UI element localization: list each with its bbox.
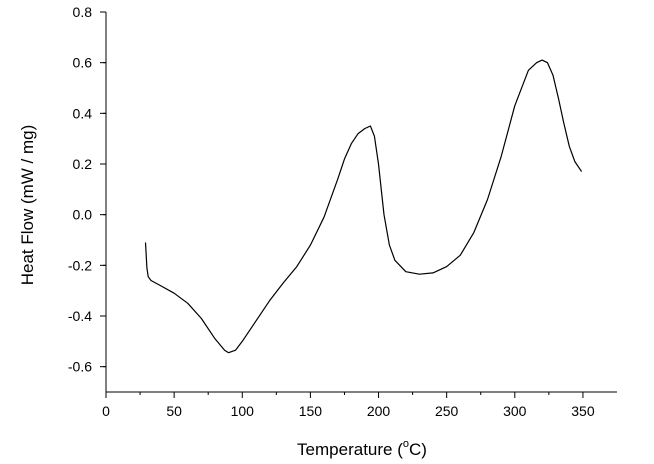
x-axis-title-suffix: C)	[409, 440, 427, 459]
y-tick-label: -0.6	[68, 359, 92, 375]
x-tick-label: 50	[166, 403, 182, 419]
x-axis-title-superscript: o	[403, 438, 409, 450]
y-axis-title: Heat Flow (mW / mg)	[18, 125, 37, 286]
x-tick-label: 200	[367, 403, 391, 419]
y-tick-label: 0.4	[73, 105, 93, 121]
x-tick-label: 350	[571, 403, 595, 419]
y-tick-label: -0.2	[68, 257, 92, 273]
x-tick-label: 100	[231, 403, 255, 419]
x-tick-label: 250	[435, 403, 459, 419]
x-axis-title: Temperature (oC)	[297, 438, 427, 459]
x-axis-title-main: Temperature (	[297, 440, 403, 459]
y-tick-label: 0.2	[73, 156, 93, 172]
y-tick-label: -0.4	[68, 308, 92, 324]
axes	[105, 12, 617, 393]
series-group	[144, 59, 583, 354]
x-axis-ticks: 0 50 100 150 200 250 300 350	[102, 392, 595, 419]
x-tick-label: 150	[299, 403, 323, 419]
y-tick-label: 0.0	[73, 207, 93, 223]
series-line	[144, 59, 583, 354]
x-tick-label: 0	[102, 403, 110, 419]
x-tick-label: 300	[503, 403, 527, 419]
y-axis-ticks: -0.6 -0.4 -0.2 0.0 0.2 0.4 0.6 0.8	[68, 4, 106, 375]
y-tick-label: 0.6	[73, 55, 93, 71]
y-tick-label: 0.8	[73, 4, 93, 20]
